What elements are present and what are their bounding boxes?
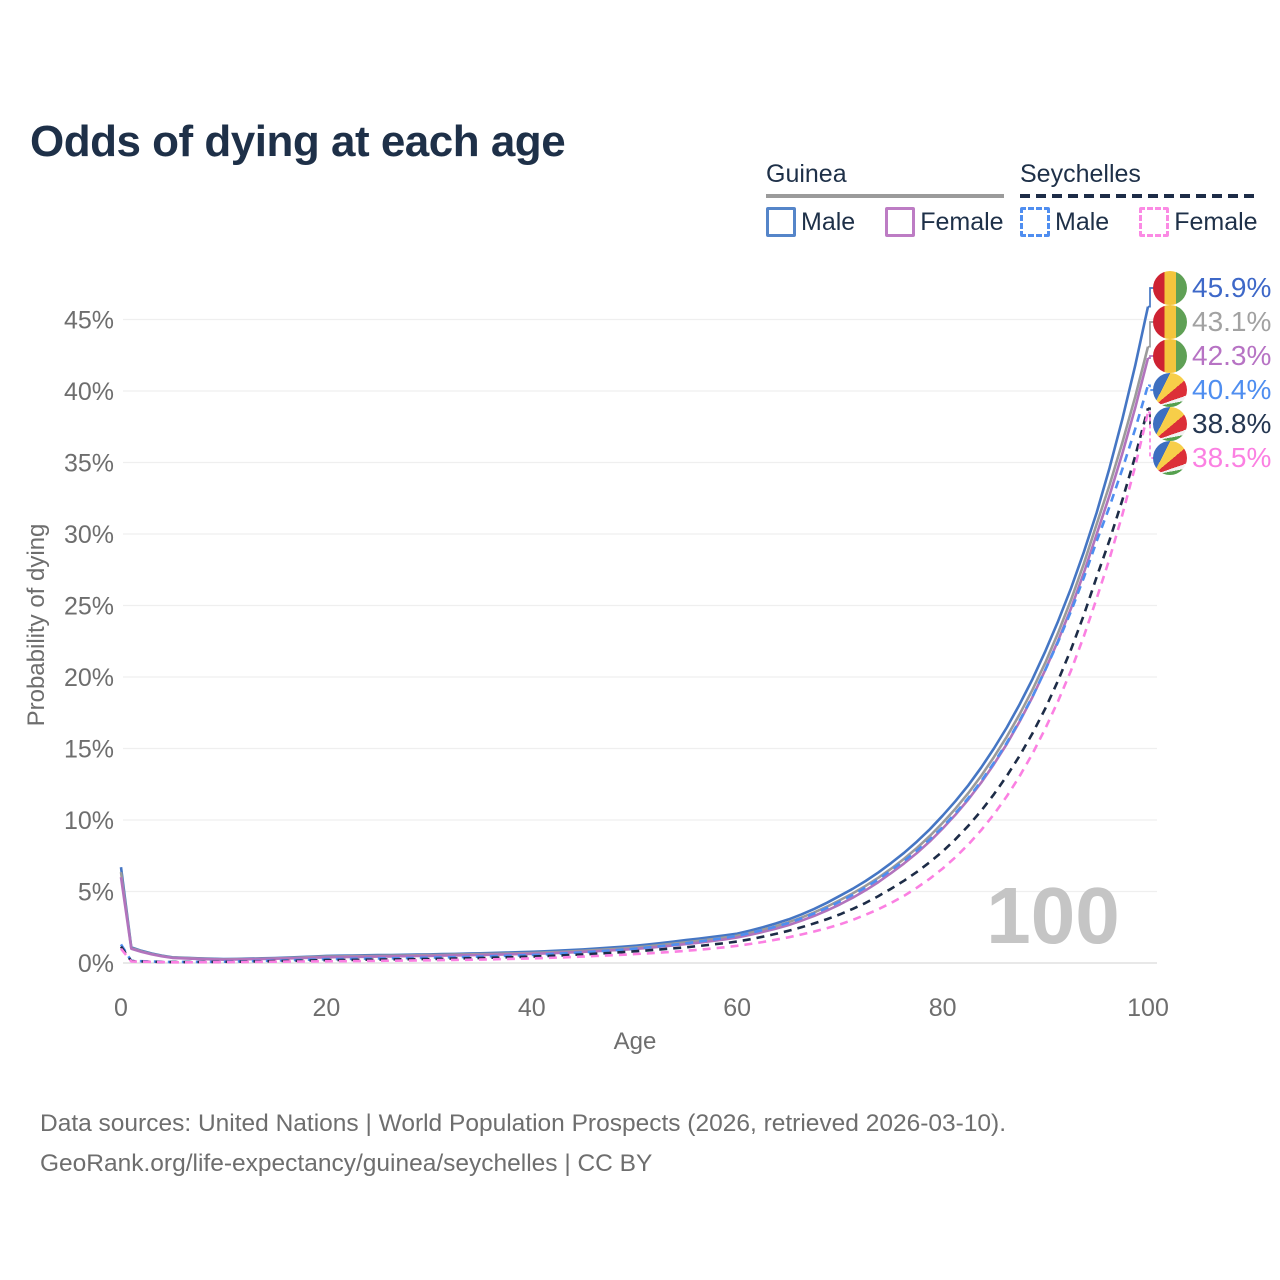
series-line-seychelles-male — [119, 384, 1150, 964]
y-tick-label: 20% — [64, 664, 114, 692]
series-line-guinea-female — [119, 357, 1150, 961]
legend-item-guinea-female[interactable]: Female — [885, 207, 1004, 237]
guinea-female-swatch-icon — [885, 207, 916, 237]
label-connector — [1148, 407, 1155, 425]
seychelles-male-swatch-icon — [1020, 207, 1050, 237]
legend-label: Male — [1055, 207, 1110, 236]
y-tick-label: 0% — [78, 950, 114, 978]
y-tick-label: 15% — [64, 736, 114, 764]
series-line-guinea-both-sexes — [119, 346, 1150, 961]
x-tick-label: 0 — [114, 994, 128, 1022]
label-connector — [1148, 411, 1155, 459]
legend-label: Female — [1174, 207, 1258, 236]
x-tick-label: 100 — [1127, 994, 1169, 1022]
label-connector — [1148, 321, 1155, 348]
y-tick-label: 30% — [64, 521, 114, 549]
x-tick-label: 20 — [312, 994, 340, 1022]
legend-title-seychelles: Seychelles — [1020, 160, 1141, 188]
page-title: Odds of dying at each age — [30, 117, 566, 167]
label-connector — [1148, 384, 1155, 391]
y-tick-label: 25% — [64, 593, 114, 621]
legend-label: Female — [920, 207, 1004, 236]
seychelles-female-swatch-icon — [1139, 207, 1170, 237]
x-tick-label: 40 — [518, 994, 546, 1022]
guinea-line-style-sample — [766, 194, 1004, 198]
x-tick-label: 60 — [723, 994, 751, 1022]
label-connector — [1148, 287, 1155, 308]
y-tick-label: 10% — [64, 807, 114, 835]
label-connector — [1148, 355, 1155, 359]
y-axis-title: Probability of dying — [23, 524, 50, 727]
legend-group-seychelles: Seychelles Male Female — [1020, 160, 1258, 237]
legend-group-guinea: Guinea Male Female — [766, 160, 1004, 237]
y-tick-label: 5% — [78, 879, 114, 907]
legend-item-guinea-male[interactable]: Male — [766, 207, 855, 237]
guinea-male-swatch-icon — [766, 207, 796, 237]
legend-item-seychelles-female[interactable]: Female — [1139, 207, 1258, 237]
seychelles-line-style-sample — [1020, 194, 1258, 198]
y-tick-label: 40% — [64, 378, 114, 406]
footer-data-sources: Data sources: United Nations | World Pop… — [40, 1110, 1007, 1137]
age-watermark: 100 — [986, 871, 1119, 960]
x-tick-label: 80 — [929, 994, 957, 1022]
legend-item-seychelles-male[interactable]: Male — [1020, 207, 1109, 237]
series-line-seychelles-both-sexes — [119, 407, 1150, 964]
legend-title-guinea: Guinea — [766, 160, 847, 188]
y-tick-label: 45% — [64, 307, 114, 335]
footer-attribution: GeoRank.org/life-expectancy/guinea/seych… — [40, 1150, 653, 1177]
y-tick-label: 35% — [64, 450, 114, 478]
legend-label: Male — [801, 207, 856, 236]
series-line-guinea-male — [119, 306, 1150, 961]
x-axis-title: Age — [614, 1028, 657, 1055]
